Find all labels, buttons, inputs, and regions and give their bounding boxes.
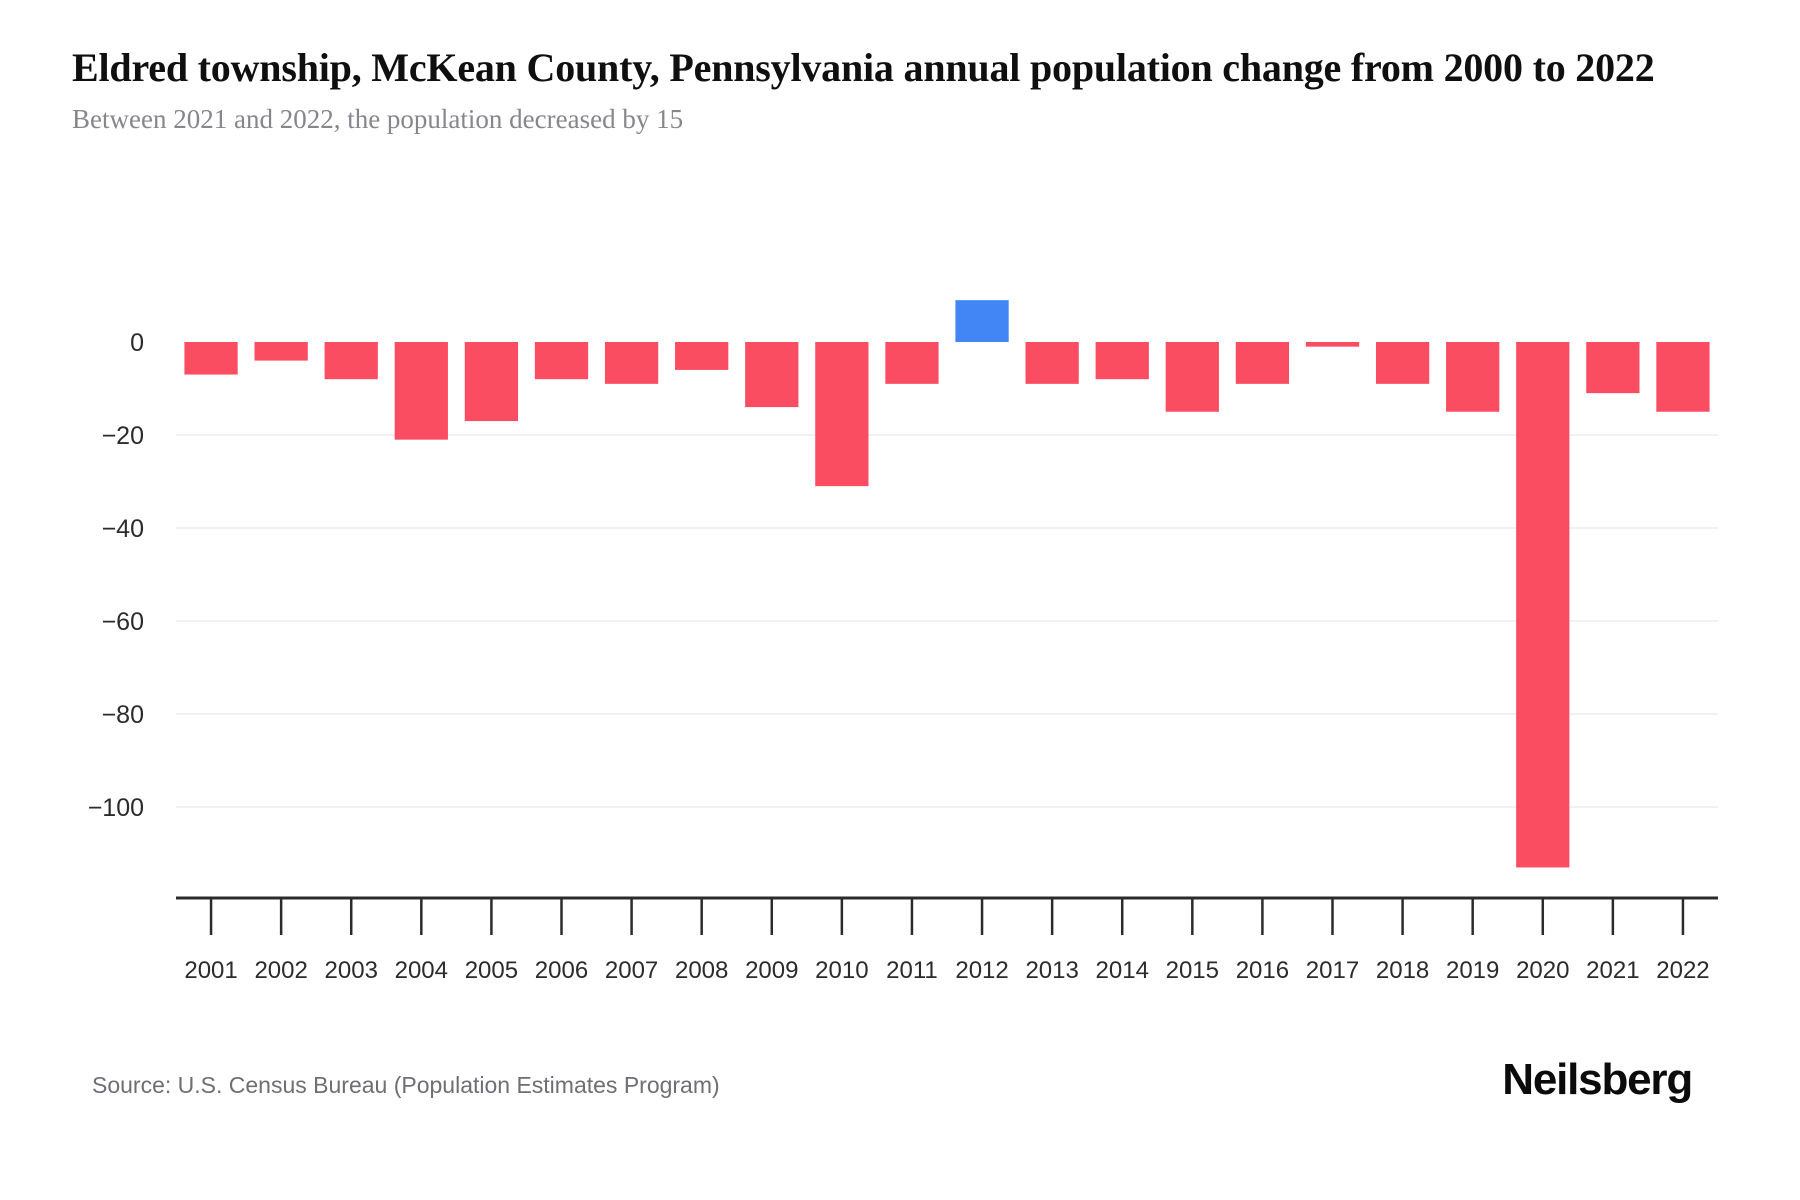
y-axis-tick-label: −60 <box>102 608 144 636</box>
bar-2012[interactable] <box>955 300 1009 342</box>
x-axis-group: 2001 2002 2003 2004 2005 2006 2007 2008 2009 2010… <box>176 896 1718 984</box>
bar-2001[interactable] <box>184 342 238 375</box>
x-axis-tick-label: 2016 <box>1236 957 1289 984</box>
source-note: Source: U.S. Census Bureau (Population E… <box>92 1072 720 1098</box>
bar-2015[interactable] <box>1165 342 1219 412</box>
bar-2020[interactable] <box>1516 342 1570 868</box>
x-axis-tick-label: 2001 <box>184 957 237 984</box>
x-axis-tick-label: 2011 <box>886 957 938 984</box>
x-axis-tick-label: 2021 <box>1586 957 1639 984</box>
bar-2002[interactable] <box>254 342 308 361</box>
x-axis-tick-label: 2020 <box>1516 957 1569 984</box>
bar-2011[interactable] <box>885 342 939 384</box>
x-axis-tick-label: 2013 <box>1025 957 1078 984</box>
y-axis-group: 0 −20 −40 −60 −80 −100 <box>88 329 144 822</box>
x-axis-tick-label: 2006 <box>535 957 588 984</box>
chart-subtitle: Between 2021 and 2022, the population de… <box>72 104 684 135</box>
x-axis-tick-label: 2003 <box>325 957 378 984</box>
bar-2013[interactable] <box>1025 342 1079 384</box>
x-axis-tick-label: 2022 <box>1656 957 1709 984</box>
y-axis-tick-label: −100 <box>88 794 144 822</box>
x-axis-tick-label: 2014 <box>1096 957 1149 984</box>
x-axis-tick-label: 2019 <box>1446 957 1499 984</box>
x-axis-tick-label: 2012 <box>955 957 1008 984</box>
bar-2006[interactable] <box>534 342 589 380</box>
chart-header: Eldred township, McKean County, Pennsylv… <box>72 46 1800 135</box>
x-axis-tick-label: 2018 <box>1376 957 1429 984</box>
bar-2022[interactable] <box>1656 342 1710 412</box>
x-axis-tick-label: 2008 <box>675 957 728 984</box>
x-axis-tick-label: 2015 <box>1166 957 1219 984</box>
x-axis-tick-label: 2005 <box>465 957 518 984</box>
bars-group <box>184 300 1710 868</box>
brand-logo: Neilsberg <box>1502 1055 1693 1104</box>
x-axis-tick-label: 2009 <box>745 957 798 984</box>
bar-2017[interactable] <box>1305 342 1360 347</box>
bar-2021[interactable] <box>1586 342 1640 394</box>
y-axis-tick-label: −80 <box>102 701 144 729</box>
bar-2010[interactable] <box>815 342 869 487</box>
y-axis-tick-label: −20 <box>102 422 144 450</box>
bar-2005[interactable] <box>464 342 519 422</box>
x-axis-tick-label: 2017 <box>1306 957 1359 984</box>
bar-2019[interactable] <box>1446 342 1500 412</box>
bar-2016[interactable] <box>1235 342 1290 384</box>
x-axis-tick-label: 2004 <box>395 957 448 984</box>
x-axis-tick-label: 2002 <box>254 957 307 984</box>
bar-2009[interactable] <box>745 342 799 408</box>
page-title: Eldred township, McKean County, Pennsylv… <box>72 45 1655 90</box>
bar-2014[interactable] <box>1095 342 1149 380</box>
gridlines-group <box>176 434 1718 808</box>
y-axis-tick-label: −40 <box>102 515 144 543</box>
bar-2018[interactable] <box>1375 342 1430 384</box>
bar-2003[interactable] <box>324 342 378 380</box>
bar-2008[interactable] <box>675 342 729 370</box>
x-axis-tick-label: 2010 <box>815 957 868 984</box>
bar-2007[interactable] <box>604 342 659 384</box>
x-axis-tick-label: 2007 <box>605 957 658 984</box>
bar-2004[interactable] <box>394 342 448 440</box>
y-axis-tick-label: 0 <box>130 329 144 357</box>
